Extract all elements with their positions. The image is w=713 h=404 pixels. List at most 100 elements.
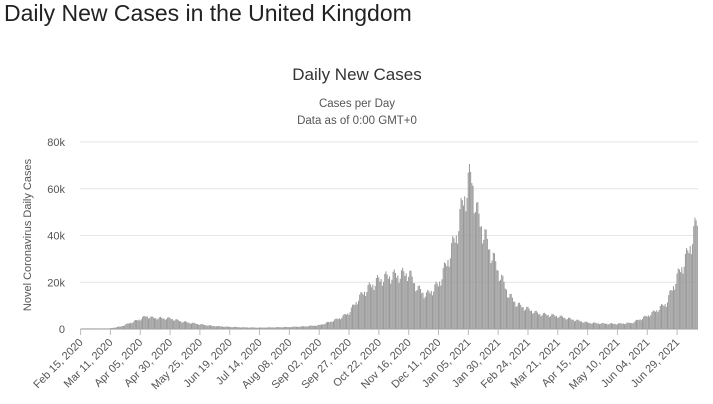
bar xyxy=(449,258,451,329)
bar xyxy=(181,322,183,329)
bar xyxy=(230,326,232,329)
bar xyxy=(446,266,448,329)
bar xyxy=(507,297,509,329)
bar xyxy=(459,209,461,329)
bar xyxy=(247,327,249,329)
bar xyxy=(593,322,595,329)
bar xyxy=(527,306,529,329)
bar xyxy=(585,321,587,329)
bar xyxy=(258,327,260,329)
bar xyxy=(659,305,661,329)
bar xyxy=(554,316,556,329)
bar xyxy=(622,323,624,329)
bar xyxy=(88,328,90,329)
bar xyxy=(198,324,200,329)
bar xyxy=(295,326,297,329)
bar xyxy=(90,328,92,329)
bar xyxy=(340,319,342,329)
bar xyxy=(174,320,176,329)
bar xyxy=(287,327,289,329)
bar xyxy=(471,183,473,329)
bar xyxy=(278,327,280,329)
bar xyxy=(158,317,160,329)
bar xyxy=(279,327,281,329)
bar xyxy=(156,319,158,329)
bar xyxy=(406,281,408,329)
bar xyxy=(342,315,344,329)
bar xyxy=(437,286,439,329)
bar xyxy=(305,326,307,329)
bar xyxy=(368,282,370,329)
bar xyxy=(628,322,630,329)
bar xyxy=(486,238,488,329)
bar xyxy=(630,323,632,329)
bar xyxy=(187,322,189,329)
bar xyxy=(514,301,516,329)
bar xyxy=(624,324,626,329)
bar xyxy=(645,316,647,329)
bar xyxy=(651,311,653,329)
bar xyxy=(405,273,407,329)
bar xyxy=(534,310,536,329)
bar xyxy=(485,229,487,329)
bar xyxy=(148,318,150,329)
bar xyxy=(400,270,402,329)
bar xyxy=(377,275,379,329)
bar xyxy=(516,306,518,329)
bar xyxy=(151,316,153,329)
bar xyxy=(140,319,142,329)
bar xyxy=(640,320,642,329)
bar xyxy=(541,315,543,329)
chart-subtitle-2: Data as of 0:00 GMT+0 xyxy=(297,115,417,127)
bar xyxy=(397,275,399,329)
bar xyxy=(647,315,649,329)
bar xyxy=(124,325,126,329)
bar xyxy=(311,325,313,329)
bar xyxy=(389,276,391,329)
chart-title: Daily New Cases xyxy=(292,65,421,84)
bar xyxy=(472,185,474,329)
bar xyxy=(501,274,503,329)
bar xyxy=(448,266,450,329)
bar xyxy=(482,243,484,329)
bar-series xyxy=(81,164,698,329)
bar xyxy=(312,325,314,329)
bar xyxy=(380,279,382,329)
bar xyxy=(267,327,269,329)
bar xyxy=(162,318,164,329)
bar xyxy=(666,302,669,329)
bar xyxy=(474,212,476,329)
bar xyxy=(313,325,315,329)
chart-subtitle-1: Cases per Day xyxy=(319,98,395,110)
bar xyxy=(493,253,496,329)
bar xyxy=(356,304,358,329)
bar xyxy=(254,327,256,329)
page-title: Daily New Cases in the United Kingdom xyxy=(4,0,412,26)
bar xyxy=(490,263,492,329)
bar xyxy=(199,324,201,329)
bar xyxy=(350,307,352,329)
bar xyxy=(336,318,338,329)
bar xyxy=(361,292,363,329)
bar xyxy=(284,326,286,329)
bar xyxy=(208,325,210,329)
bar xyxy=(391,279,393,329)
bar xyxy=(84,328,86,329)
bar xyxy=(237,327,239,329)
bar xyxy=(244,327,246,329)
bar xyxy=(264,327,266,329)
bar xyxy=(638,320,640,329)
bar xyxy=(594,322,596,329)
bar xyxy=(282,327,284,329)
bar xyxy=(366,292,368,329)
bar xyxy=(375,278,377,329)
bar xyxy=(479,226,481,329)
bar xyxy=(352,304,354,329)
bar xyxy=(620,323,622,329)
bar xyxy=(411,276,413,329)
bar xyxy=(439,281,441,329)
bar xyxy=(496,269,498,329)
bar xyxy=(607,324,609,329)
bar xyxy=(668,295,670,329)
bar xyxy=(164,319,166,329)
